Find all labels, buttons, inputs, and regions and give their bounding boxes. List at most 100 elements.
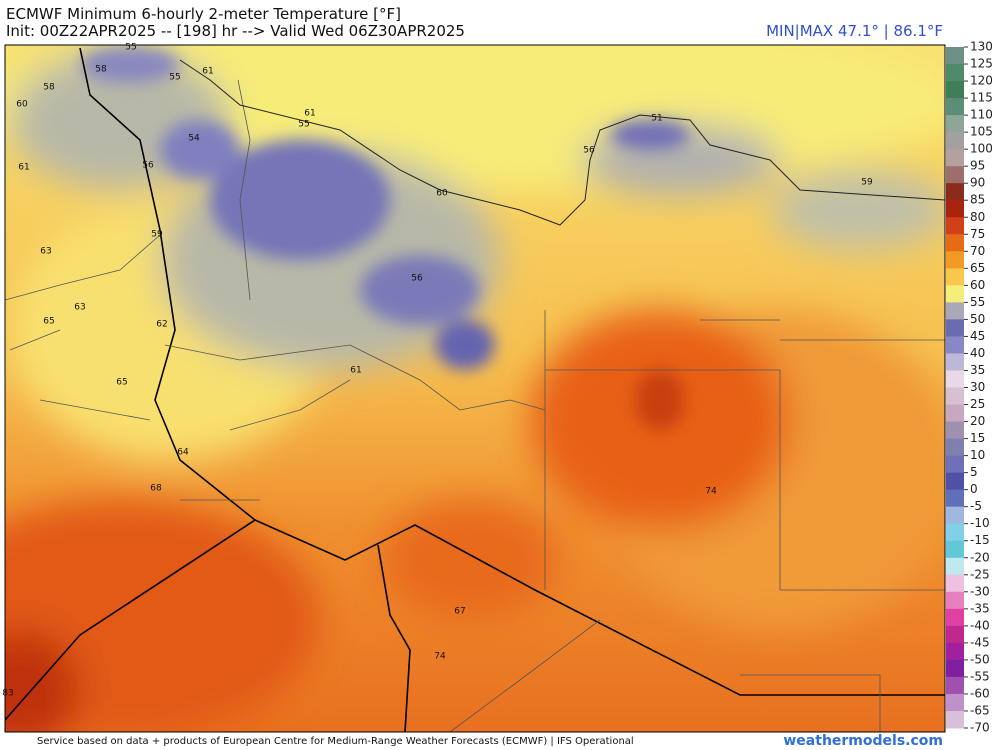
colorbar-label: -10 <box>970 516 990 530</box>
map-label: 56 <box>142 161 154 171</box>
map-label: 55 <box>298 120 309 130</box>
colorbar-segment <box>946 98 964 116</box>
colorbar-label: -35 <box>970 601 990 615</box>
colorbar-segment <box>946 608 964 627</box>
map-label: 60 <box>436 189 448 199</box>
colorbar-segment <box>946 268 964 286</box>
colorbar-label: 70 <box>970 244 985 258</box>
map-frame <box>4 44 946 733</box>
colorbar-label: 75 <box>970 227 985 241</box>
colorbar-label: 90 <box>970 176 985 190</box>
colorbar: 1301251201151101051009590858075706560555… <box>946 40 993 735</box>
colorbar-label: 35 <box>970 363 985 377</box>
colorbar-segment <box>946 523 964 542</box>
colorbar-label: 85 <box>970 193 985 207</box>
colorbar-label: -55 <box>970 669 990 683</box>
colorbar-label: -45 <box>970 635 990 649</box>
colorbar-label: 25 <box>970 397 985 411</box>
colorbar-segment <box>946 183 964 201</box>
map-label: 56 <box>583 146 595 156</box>
colorbar-label: -50 <box>970 652 990 666</box>
map-label: 61 <box>350 366 361 376</box>
colorbar-segment <box>946 421 964 440</box>
map-label: 55 <box>125 43 136 53</box>
colorbar-segment <box>946 540 964 559</box>
colorbar-segment <box>946 557 964 576</box>
colorbar-label: 95 <box>970 159 985 173</box>
colorbar-label: 100 <box>970 142 993 156</box>
map-label: 68 <box>150 484 162 494</box>
colorbar-label: -65 <box>970 703 990 717</box>
map <box>5 45 945 732</box>
colorbar-label: 60 <box>970 278 985 292</box>
colorbar-label: -60 <box>970 686 990 700</box>
colorbar-label: -15 <box>970 533 990 547</box>
colorbar-label: -30 <box>970 584 990 598</box>
colorbar-segment <box>946 217 964 235</box>
map-label: 58 <box>95 65 107 75</box>
colorbar-label: 125 <box>970 57 993 71</box>
colorbar-label: 50 <box>970 312 985 326</box>
colorbar-segment <box>946 81 964 99</box>
map-label: 55 <box>169 73 180 83</box>
colorbar-label: -20 <box>970 550 990 564</box>
colorbar-label: 0 <box>970 482 978 496</box>
colorbar-segment <box>946 149 964 167</box>
colorbar-segment <box>946 336 964 354</box>
map-label: 56 <box>411 274 423 284</box>
map-label: 65 <box>43 317 54 327</box>
colorbar-label: -70 <box>970 721 990 735</box>
colorbar-label: 80 <box>970 210 985 224</box>
colorbar-segment <box>946 676 964 695</box>
colorbar-label: 105 <box>970 125 993 139</box>
colorbar-segment <box>946 472 964 491</box>
colorbar-segment <box>946 710 964 729</box>
colorbar-label: 45 <box>970 329 985 343</box>
colorbar-label: 130 <box>970 40 993 54</box>
colorbar-label: 15 <box>970 431 985 445</box>
colorbar-segment <box>946 625 964 644</box>
colorbar-segment <box>946 642 964 661</box>
map-label: 54 <box>188 134 200 144</box>
colorbar-label: 115 <box>970 91 993 105</box>
colorbar-segment <box>946 404 964 423</box>
colorbar-label: -40 <box>970 618 990 632</box>
map-label: 60 <box>16 100 28 110</box>
colorbar-segment <box>946 200 964 218</box>
colorbar-segment <box>946 591 964 610</box>
colorbar-label: -25 <box>970 567 990 581</box>
map-label: 62 <box>156 320 167 330</box>
map-label: 58 <box>43 83 55 93</box>
subtitle: Init: 00Z22APR2025 -- [198] hr --> Valid… <box>6 22 465 40</box>
map-label: 83 <box>2 689 13 699</box>
colorbar-label: 65 <box>970 261 985 275</box>
map-label: 61 <box>18 163 29 173</box>
map-label: 63 <box>74 303 85 313</box>
colorbar-label: 30 <box>970 380 985 394</box>
colorbar-label: -5 <box>970 499 982 513</box>
colorbar-label: 5 <box>970 465 978 479</box>
colorbar-label: 55 <box>970 295 985 309</box>
map-label: 59 <box>151 230 163 240</box>
colorbar-segment <box>946 370 964 388</box>
colorbar-segment <box>946 115 964 133</box>
colorbar-segment <box>946 438 964 457</box>
colorbar-segment <box>946 251 964 269</box>
map-label: 64 <box>177 448 189 458</box>
map-label: 74 <box>434 652 446 662</box>
colorbar-segment <box>946 489 964 508</box>
colorbar-label: 110 <box>970 108 993 122</box>
colorbar-segment <box>946 302 964 320</box>
map-label: 65 <box>116 378 127 388</box>
colorbar-label: 10 <box>970 448 985 462</box>
footer-site: weathermodels.com <box>783 733 943 749</box>
map-label: 67 <box>454 607 465 617</box>
colorbar-segment <box>946 166 964 184</box>
colorbar-segment <box>946 285 964 303</box>
colorbar-segment <box>946 574 964 593</box>
min-max: MIN|MAX 47.1° | 86.1°F <box>766 22 943 40</box>
colorbar-segment <box>946 319 964 337</box>
colorbar-label: 120 <box>970 74 993 88</box>
colorbar-segment <box>946 353 964 371</box>
